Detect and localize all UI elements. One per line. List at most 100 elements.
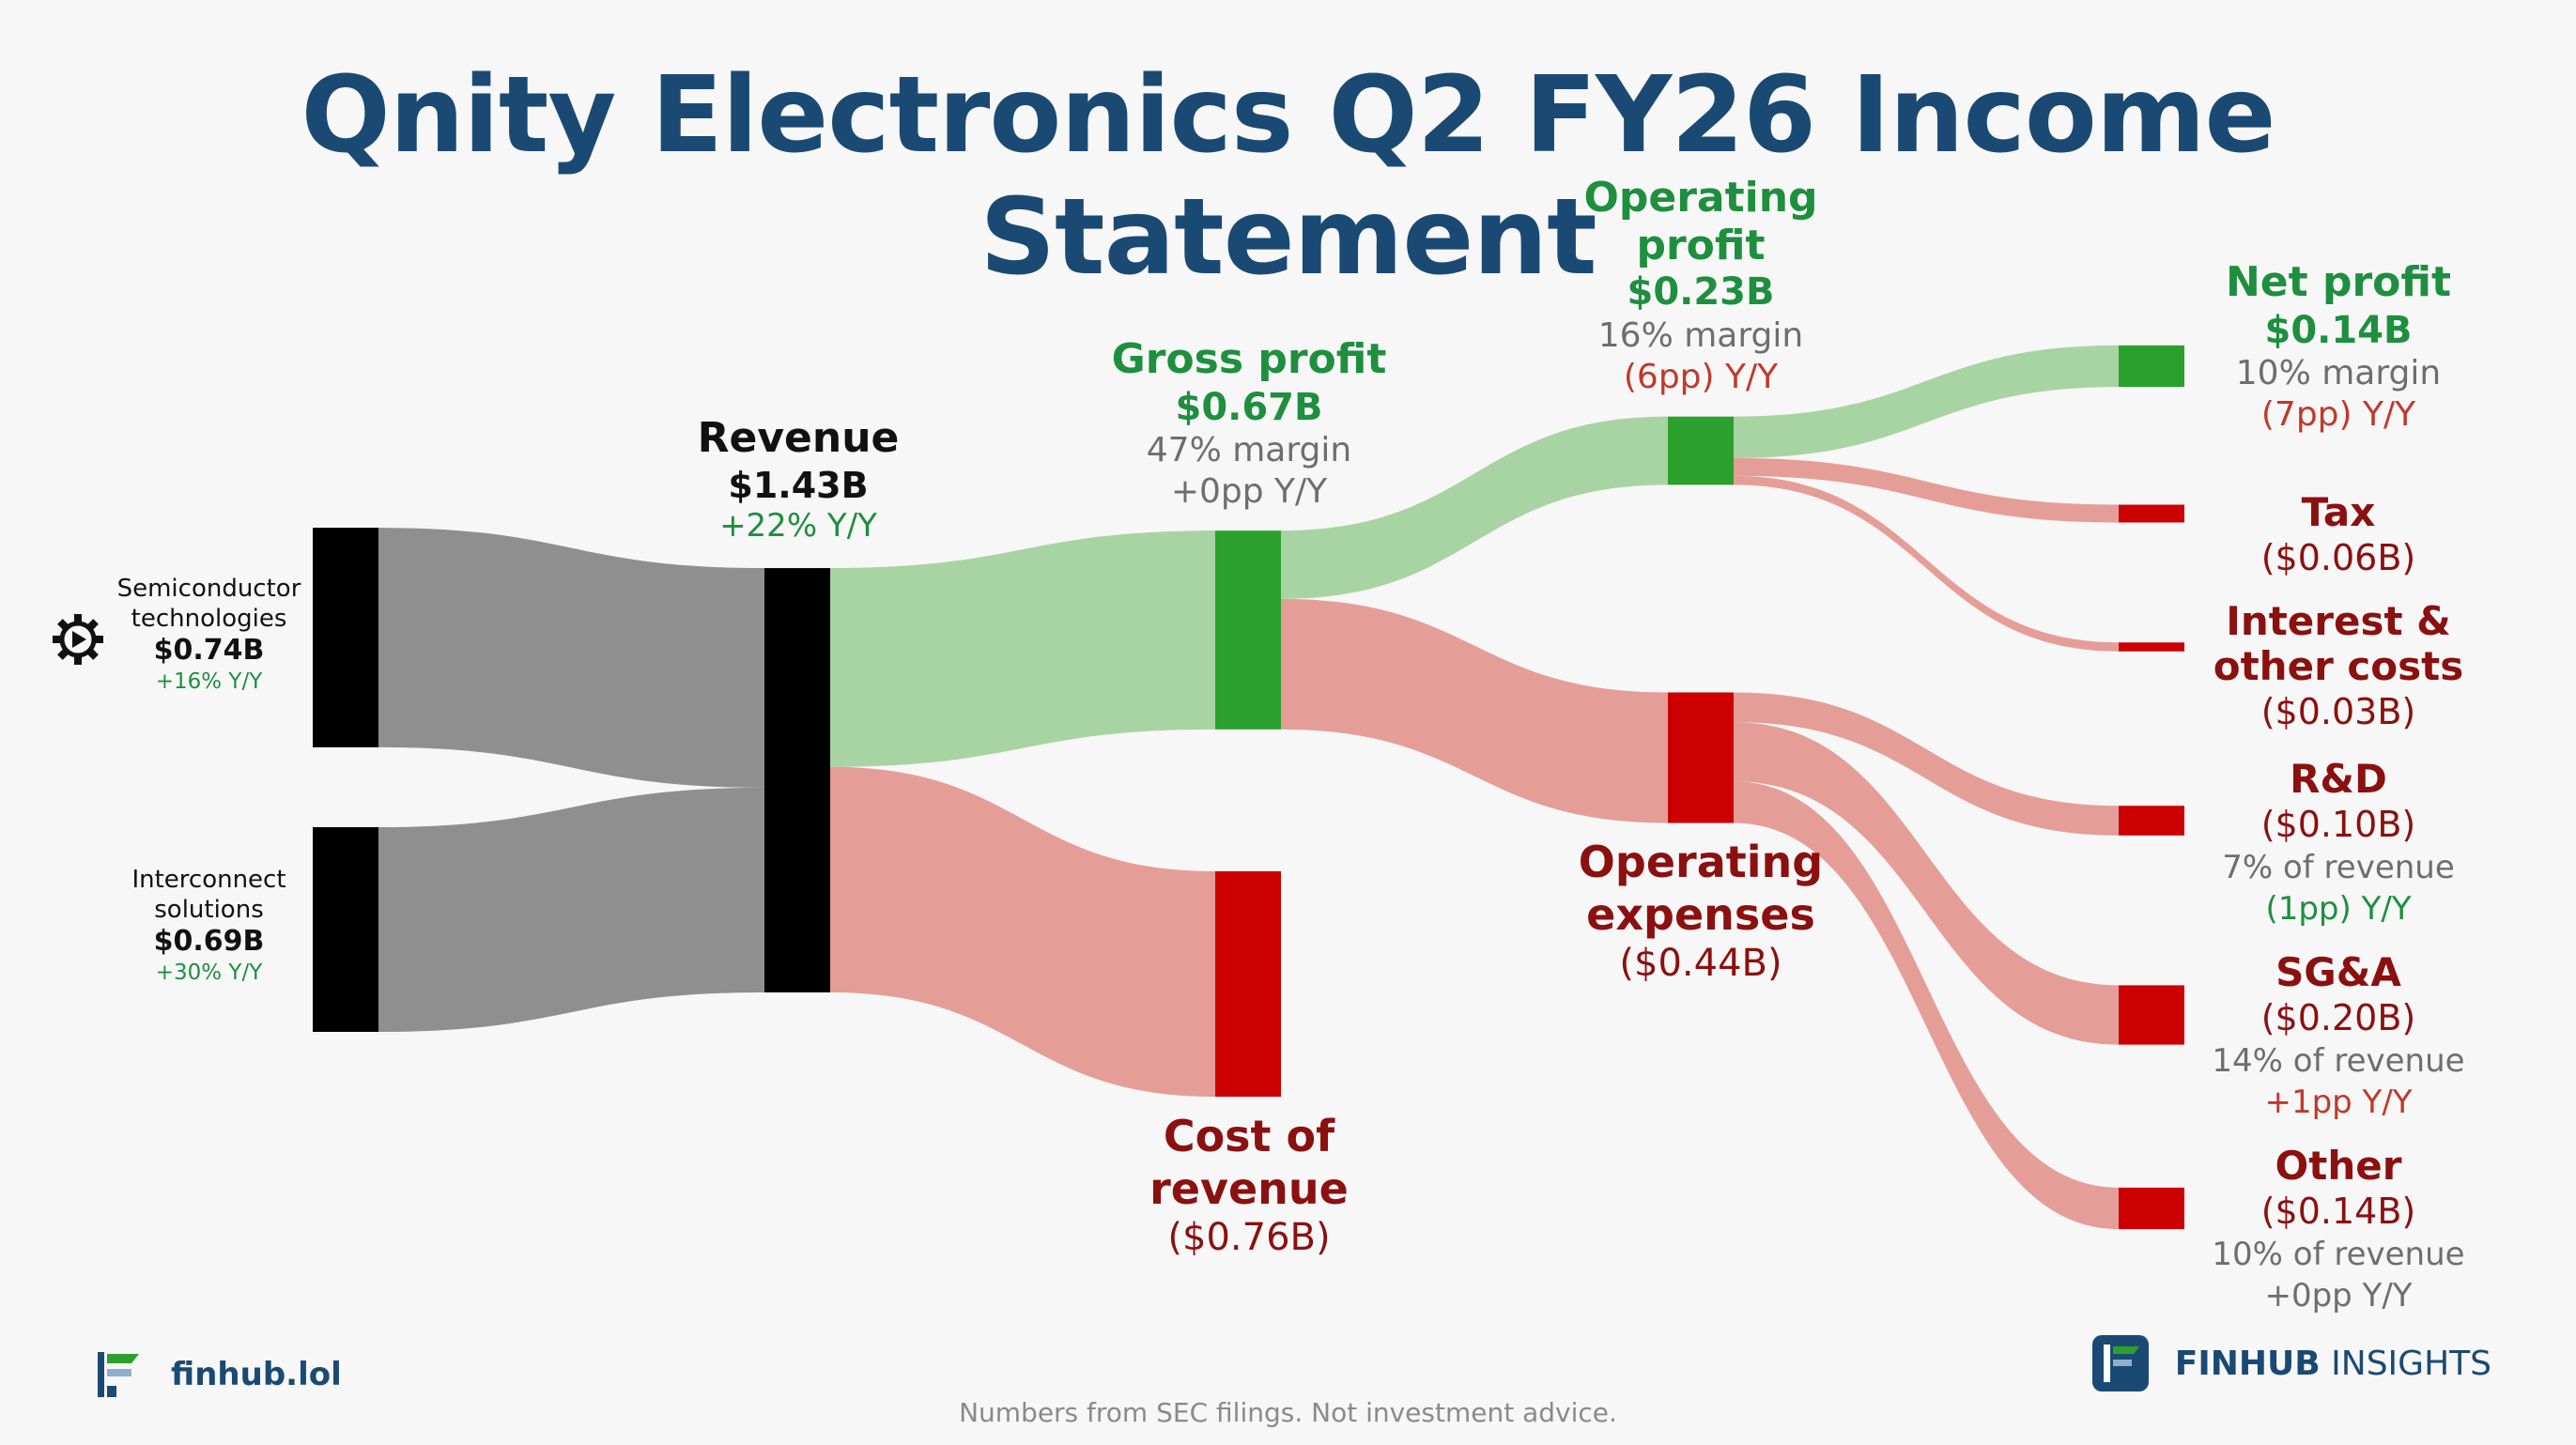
chart-title: Qnity Electronics Q2 FY26 Income Stateme… xyxy=(301,54,2275,299)
link-opex-to-other xyxy=(1734,781,2119,1230)
sga-value: ($0.20B) xyxy=(2260,997,2416,1039)
inter-yoy: +30% Y/Y xyxy=(155,961,263,986)
link-revenue-to-gross xyxy=(830,530,1215,767)
sga-yoy: +1pp Y/Y xyxy=(2264,1083,2413,1121)
node-op xyxy=(1668,416,1734,485)
sankey-links xyxy=(378,345,2119,1230)
op-margin: 16% margin xyxy=(1597,315,1804,355)
node-inter xyxy=(313,826,378,1033)
node-gross xyxy=(1215,530,1281,730)
node-cor xyxy=(1215,870,1281,1098)
gross-name: Gross profit xyxy=(1111,335,1387,383)
rd-name: R&D xyxy=(2290,756,2387,802)
label-other: Other ($0.14B) 10% of revenue +0pp Y/Y xyxy=(2188,1142,2489,1316)
link-opex-to-sga xyxy=(1734,722,2119,1045)
link-revenue-to-cor xyxy=(830,766,1215,1098)
op-value: $0.23B xyxy=(1627,270,1775,315)
opex-value: ($0.44B) xyxy=(1619,942,1782,986)
label-gross-profit: Gross profit $0.67B 47% margin +0pp Y/Y xyxy=(1061,334,1437,513)
sga-name: SG&A xyxy=(2275,949,2401,995)
label-cost-of-revenue: Cost of revenue ($0.76B) xyxy=(1061,1110,1437,1261)
node-interest xyxy=(2119,642,2184,652)
opex-line1: Operating xyxy=(1578,837,1824,887)
site-name[interactable]: finhub.lol xyxy=(171,1356,342,1393)
brand-rest: INSIGHTS xyxy=(2320,1344,2491,1383)
op-line2: profit xyxy=(1636,221,1766,269)
op-yoy: (6pp) Y/Y xyxy=(1623,357,1779,396)
interest-value: ($0.03B) xyxy=(2260,690,2416,732)
revenue-name: Revenue xyxy=(697,414,900,462)
link-inter-to-revenue xyxy=(378,787,764,1033)
other-name: Other xyxy=(2275,1143,2402,1189)
brand-bold: FINHUB xyxy=(2174,1344,2321,1383)
cor-line1: Cost of xyxy=(1163,1111,1335,1161)
link-op-to-interest xyxy=(1734,475,2119,652)
rd-pct: 7% of revenue xyxy=(2222,848,2455,886)
opex-line2: expenses xyxy=(1586,889,1815,941)
label-sga: SG&A ($0.20B) 14% of revenue +1pp Y/Y xyxy=(2188,948,2489,1123)
inter-line2: solutions xyxy=(154,895,264,924)
inter-value: $0.69B xyxy=(153,925,265,959)
disclaimer: Numbers from SEC filings. Not investment… xyxy=(959,1397,1617,1428)
footer-brand: FINHUB INSIGHTS xyxy=(2090,1333,2491,1393)
node-sga xyxy=(2119,985,2184,1045)
link-op-to-tax xyxy=(1734,457,2119,523)
other-value: ($0.14B) xyxy=(2260,1191,2416,1233)
label-rd: R&D ($0.10B) 7% of revenue (1pp) Y/Y xyxy=(2188,755,2489,930)
tax-name: Tax xyxy=(2301,489,2376,535)
semi-line2: technologies xyxy=(131,604,287,633)
gear-icon xyxy=(53,614,103,665)
other-pct: 10% of revenue xyxy=(2212,1235,2465,1273)
interest-line1: Interest & xyxy=(2226,598,2451,644)
semi-yoy: +16% Y/Y xyxy=(155,669,263,695)
finhub-insights-logo-icon xyxy=(2091,1335,2149,1391)
semi-line1: Semiconductor xyxy=(116,575,301,603)
brand-name: FINHUB INSIGHTS xyxy=(2175,1345,2491,1383)
footer-site[interactable]: finhub.lol xyxy=(94,1348,342,1401)
cor-line2: revenue xyxy=(1149,1163,1349,1215)
net-margin: 10% margin xyxy=(2235,354,2442,393)
link-opex-to-rd xyxy=(1734,692,2119,836)
label-tax: Tax ($0.06B) xyxy=(2188,488,2489,580)
other-yoy: +0pp Y/Y xyxy=(2264,1276,2413,1314)
label-interconnect: Interconnect solutions $0.69B +30% Y/Y xyxy=(103,866,315,986)
rd-yoy: (1pp) Y/Y xyxy=(2265,889,2412,928)
node-opex xyxy=(1668,692,1734,823)
label-semiconductor: Semiconductor technologies $0.74B +16% Y… xyxy=(103,575,315,695)
node-revenue xyxy=(764,568,830,992)
tax-value: ($0.06B) xyxy=(2260,537,2416,579)
op-line1: Operating xyxy=(1583,174,1818,222)
node-other xyxy=(2119,1187,2184,1230)
net-name: Net profit xyxy=(2225,258,2452,306)
label-operating-profit: Operating profit $0.23B 16% margin (6pp)… xyxy=(1513,174,1889,398)
label-net-profit: Net profit $0.14B 10% margin (7pp) Y/Y xyxy=(2188,257,2489,436)
gross-value: $0.67B xyxy=(1175,385,1323,429)
cor-value: ($0.76B) xyxy=(1167,1216,1331,1260)
gross-margin: 47% margin xyxy=(1146,431,1352,470)
link-gross-to-opex xyxy=(1281,598,1668,823)
finhub-logo-icon xyxy=(98,1352,139,1397)
net-yoy: (7pp) Y/Y xyxy=(2260,395,2416,435)
net-value: $0.14B xyxy=(2264,308,2413,352)
link-semi-to-revenue xyxy=(378,528,764,788)
sga-pct: 14% of revenue xyxy=(2212,1041,2465,1080)
node-semi xyxy=(313,528,378,747)
link-gross-to-op xyxy=(1281,416,1668,599)
sankey-nodes xyxy=(313,345,2184,1230)
link-op-to-net xyxy=(1734,345,2119,458)
revenue-value: $1.43B xyxy=(728,464,869,506)
node-tax xyxy=(2119,504,2184,523)
rd-value: ($0.10B) xyxy=(2260,804,2416,846)
label-operating-expenses: Operating expenses ($0.44B) xyxy=(1513,836,1889,987)
node-net xyxy=(2119,345,2184,388)
semi-value: $0.74B xyxy=(153,634,265,668)
node-rd xyxy=(2119,806,2184,836)
revenue-yoy: +22% Y/Y xyxy=(719,507,877,546)
interest-line2: other costs xyxy=(2213,643,2464,690)
label-interest: Interest & other costs ($0.03B) xyxy=(2188,598,2489,733)
inter-line1: Interconnect xyxy=(131,866,286,894)
gross-yoy: +0pp Y/Y xyxy=(1170,472,1328,512)
label-revenue: Revenue $1.43B +22% Y/Y xyxy=(657,413,939,546)
